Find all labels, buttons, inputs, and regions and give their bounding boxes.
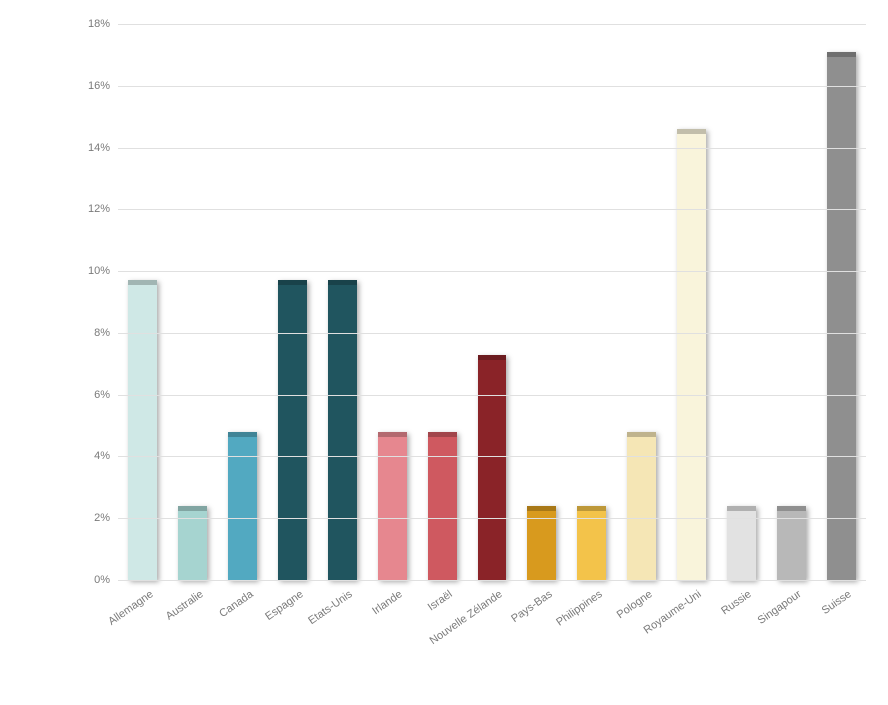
bar-top-edge — [278, 280, 307, 285]
bar — [328, 280, 357, 580]
gridline — [118, 271, 866, 272]
bar-top-edge — [827, 52, 856, 57]
bar — [827, 52, 856, 580]
bar-fill — [328, 280, 357, 580]
bar — [727, 506, 756, 580]
bar-fill — [777, 506, 806, 580]
bar-top-edge — [328, 280, 357, 285]
chart-frame: 0% 2% 4% 6% 8% 10% 12% 14% 16% 18% AllemagneAustra… — [0, 0, 888, 705]
y-tick-label: 16% — [88, 80, 118, 92]
bar-top-edge — [428, 432, 457, 437]
bar — [178, 506, 207, 580]
x-tick-label: Philippines — [548, 580, 604, 629]
y-tick-label: 12% — [88, 203, 118, 215]
bar — [527, 506, 556, 580]
gridline — [118, 148, 866, 149]
gridline — [118, 518, 866, 519]
bar-fill — [677, 129, 706, 580]
plot-area: 0%2%4%6%8%10%12%14%16%18%AllemagneAustra… — [118, 24, 866, 580]
bar-fill — [428, 432, 457, 580]
bar — [478, 355, 507, 580]
bar-top-edge — [378, 432, 407, 437]
bar-fill — [178, 506, 207, 580]
bar-fill — [278, 280, 307, 580]
y-tick-label: 10% — [88, 265, 118, 277]
y-tick-label: 4% — [94, 450, 118, 462]
x-tick-label: Singapour — [750, 580, 804, 627]
bar-top-edge — [228, 432, 257, 437]
bar-fill — [228, 432, 257, 580]
bar-top-edge — [128, 280, 157, 285]
bar-top-edge — [777, 506, 806, 511]
bar-fill — [378, 432, 407, 580]
bar-top-edge — [577, 506, 606, 511]
bar — [228, 432, 257, 580]
x-tick-label: Pays-Bas — [503, 580, 554, 625]
bar-top-edge — [178, 506, 207, 511]
x-tick-label: Australie — [158, 580, 206, 623]
gridline — [118, 456, 866, 457]
bar-fill — [128, 280, 157, 580]
bar-fill — [478, 355, 507, 580]
bar-fill — [727, 506, 756, 580]
gridline — [118, 86, 866, 87]
gridline — [118, 395, 866, 396]
y-tick-label: 8% — [94, 327, 118, 339]
bar-top-edge — [727, 506, 756, 511]
bar — [278, 280, 307, 580]
bar-top-edge — [627, 432, 656, 437]
y-tick-label: 2% — [94, 512, 118, 524]
y-tick-label: 6% — [94, 389, 118, 401]
bar-fill — [527, 506, 556, 580]
bar — [577, 506, 606, 580]
x-tick-label: Russie — [714, 580, 754, 617]
bar-fill — [577, 506, 606, 580]
bar-fill — [627, 432, 656, 580]
y-tick-label: 18% — [88, 18, 118, 30]
bar — [627, 432, 656, 580]
x-tick-label: Suisse — [814, 580, 854, 617]
x-tick-label: Etats-Unis — [301, 580, 355, 627]
bars-layer — [118, 24, 866, 580]
gridline — [118, 209, 866, 210]
bar — [378, 432, 407, 580]
bar — [428, 432, 457, 580]
bar-top-edge — [478, 355, 507, 360]
bar-top-edge — [677, 129, 706, 134]
bar — [677, 129, 706, 580]
x-tick-label: Allemagne — [100, 580, 155, 628]
x-tick-label: Espagne — [257, 580, 305, 623]
x-tick-label: Canada — [211, 580, 255, 620]
y-tick-label: 0% — [94, 574, 118, 586]
bar — [777, 506, 806, 580]
bar-top-edge — [527, 506, 556, 511]
x-tick-label: Irlande — [365, 580, 405, 617]
y-tick-label: 14% — [88, 142, 118, 154]
gridline — [118, 24, 866, 25]
bar-fill — [827, 52, 856, 580]
bar — [128, 280, 157, 580]
gridline — [118, 333, 866, 334]
